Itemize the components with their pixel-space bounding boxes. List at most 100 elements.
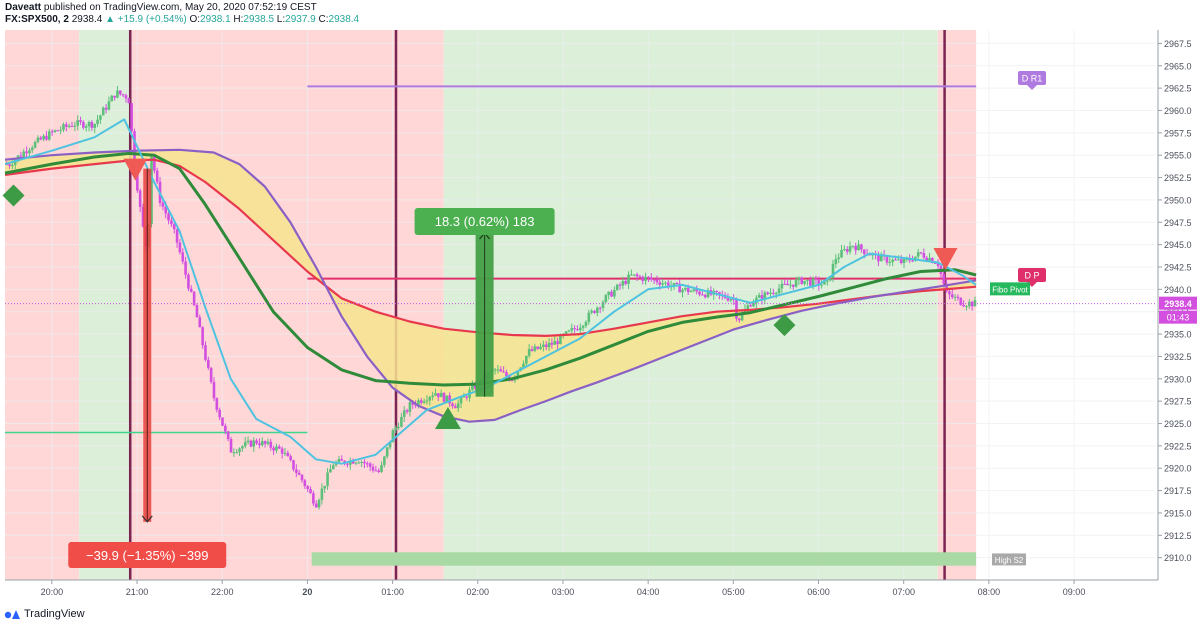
measure-down-label: −39.9 (−1.35%) −399	[86, 548, 209, 563]
session-zone-green	[443, 30, 938, 580]
candle-down	[121, 94, 125, 96]
candle-up	[967, 301, 971, 307]
candle-up	[445, 395, 449, 402]
candle-up	[763, 292, 767, 300]
x-tick-label: 08:00	[978, 587, 1001, 597]
candle-up	[260, 441, 264, 446]
candle-up	[891, 259, 894, 262]
candle-down	[187, 274, 190, 289]
candle-up	[243, 442, 247, 447]
candle-up	[570, 328, 574, 331]
candle-up	[320, 488, 324, 500]
candle-up	[828, 278, 832, 281]
candle-up	[843, 249, 846, 251]
candle-up	[774, 293, 778, 295]
candle-down	[195, 305, 199, 318]
candle-up	[584, 321, 588, 326]
curve-line	[4, 148, 977, 423]
pivot-r1-label-box	[1018, 71, 1046, 85]
x-tick-label: 03:00	[552, 587, 575, 597]
open-value: 2938.1	[200, 14, 231, 25]
candle-up	[806, 279, 809, 281]
candle-up	[757, 295, 761, 298]
brand-name[interactable]: TradingView	[24, 608, 85, 620]
candle-down	[215, 398, 219, 410]
tradingview-logo-icon[interactable]	[4, 607, 22, 621]
candle-down	[772, 292, 775, 294]
candle-down	[817, 279, 821, 286]
candle-down	[854, 245, 858, 251]
candle-up	[632, 274, 636, 276]
candle-down	[309, 489, 312, 494]
candle-down	[297, 472, 301, 475]
candle-up	[425, 400, 429, 402]
candle-up	[729, 299, 733, 301]
candle-up	[689, 290, 693, 293]
signal-diamond-icon	[773, 314, 796, 337]
candle-up	[607, 291, 610, 296]
candle-down	[258, 443, 261, 446]
candle-down	[701, 294, 704, 296]
price-change: +15.9 (+0.54%)	[117, 14, 187, 25]
candle-up	[331, 465, 335, 470]
candle-down	[925, 257, 929, 261]
candle-up	[360, 461, 363, 463]
candle-up	[84, 126, 88, 128]
candle-down	[45, 135, 48, 140]
x-tick-label: 20	[302, 587, 312, 597]
candle-down	[170, 220, 173, 225]
candle-up	[329, 469, 332, 473]
candle-down	[368, 463, 372, 467]
candle-up	[684, 287, 687, 290]
high-s2-box	[992, 553, 1026, 566]
candle-down	[732, 299, 735, 301]
candle-up	[539, 346, 542, 350]
measure-down-arrowhead	[141, 515, 153, 523]
y-tick-label: 2952.5	[1164, 173, 1192, 183]
candle-up	[823, 281, 826, 285]
candle-down	[178, 242, 182, 253]
candle-down	[277, 446, 281, 449]
candle-up	[428, 397, 432, 401]
y-tick-label: 2955.0	[1164, 151, 1192, 161]
candle-up	[391, 430, 395, 443]
candle-up	[110, 95, 114, 102]
up-arrow-icon: ▲	[105, 14, 115, 25]
candle-down	[138, 190, 142, 207]
candle-down	[437, 393, 440, 398]
candle-up	[587, 312, 591, 322]
candle-down	[638, 276, 642, 278]
candle-down	[351, 460, 355, 464]
measure-down-label-box	[68, 542, 227, 568]
candle-down	[647, 276, 650, 278]
candle-up	[780, 283, 784, 289]
candle-down	[499, 369, 503, 372]
candle-up	[542, 344, 545, 347]
candle-down	[877, 254, 880, 262]
author-name[interactable]: Daveatt	[5, 2, 42, 13]
candle-down	[207, 359, 210, 368]
candle-down	[894, 259, 897, 261]
candle-up	[527, 349, 531, 356]
candle-down	[593, 310, 596, 313]
x-tick-label: 04:00	[637, 587, 660, 597]
candle-down	[678, 283, 681, 293]
candle-down	[39, 137, 43, 140]
candle-down	[300, 474, 304, 481]
measure-up-label-box	[414, 208, 555, 235]
candle-up	[803, 280, 806, 284]
candle-up	[837, 257, 840, 260]
symbol-name[interactable]: FX:SPX500, 2	[5, 14, 69, 25]
candle-up	[275, 446, 278, 451]
candle-up	[752, 303, 755, 307]
candle-down	[919, 252, 923, 254]
candle-down	[79, 120, 82, 122]
ema-mid-line	[4, 151, 977, 387]
candle-down	[536, 346, 539, 350]
candle-down	[221, 417, 224, 426]
candle-down	[118, 90, 122, 95]
candle-down	[556, 341, 559, 345]
price-chart[interactable]: −39.9 (−1.35%) −399 18.3 (0.62%) 183 D R1 D…	[0, 28, 1200, 604]
y-tick-label: 2915.0	[1164, 508, 1192, 518]
candle-down	[8, 164, 11, 166]
